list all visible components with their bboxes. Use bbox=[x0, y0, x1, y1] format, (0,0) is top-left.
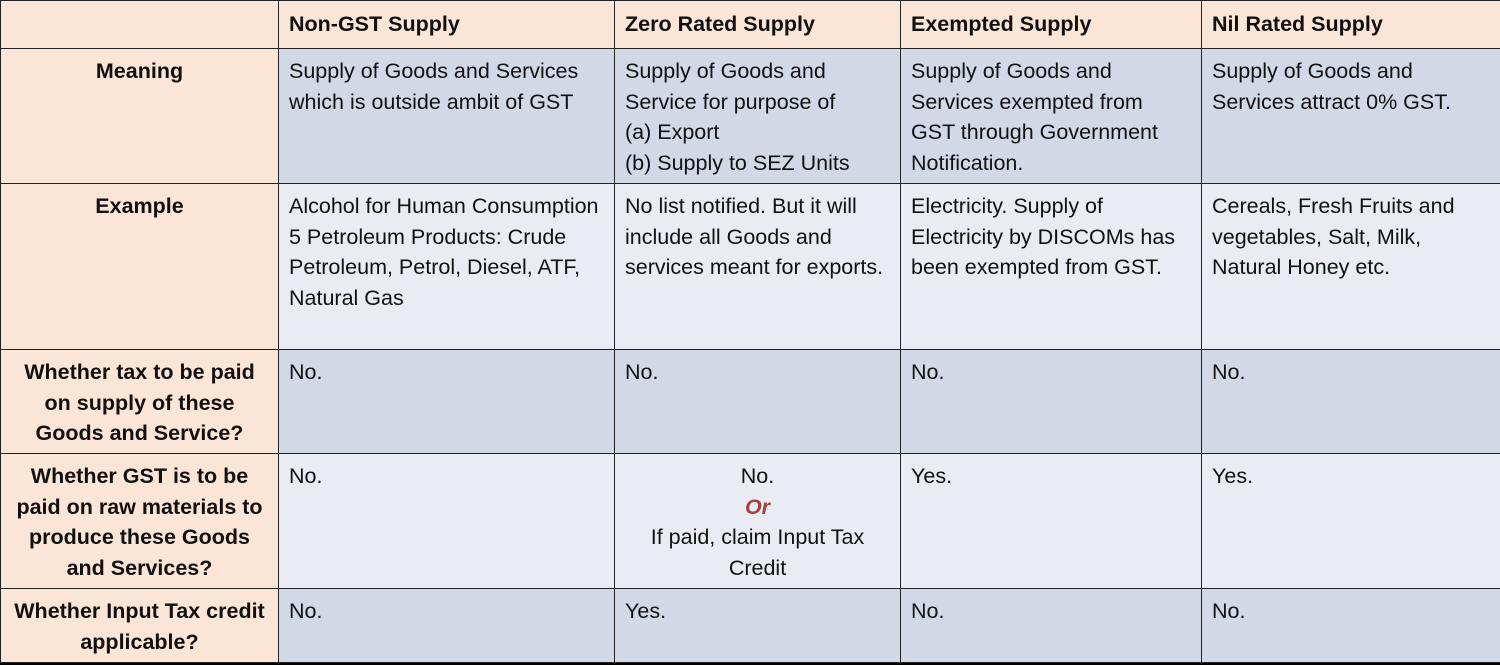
table-cell: No. bbox=[1201, 349, 1500, 454]
table-cell: No. bbox=[900, 588, 1202, 663]
cell-text: No. bbox=[289, 464, 323, 488]
table-cell: No. Or If paid, claim Input Tax Credit bbox=[614, 453, 901, 589]
row-label: Whether GST is to be paid on raw materia… bbox=[0, 453, 279, 589]
table-cell: Alcohol for Human Consumption 5 Petroleum… bbox=[278, 183, 615, 350]
cell-text: 5 Petroleum Products: Crude Petroleum, P… bbox=[289, 224, 581, 310]
column-header: Zero Rated Supply bbox=[614, 0, 901, 49]
table-row: Example Alcohol for Human Consumption 5 Pe… bbox=[0, 183, 1500, 350]
table-cell: No list notified. But it will include al… bbox=[614, 183, 901, 350]
cell-text: No. bbox=[289, 360, 323, 384]
cell-text: Yes. bbox=[625, 599, 667, 623]
cell-text: Alcohol for Human Consumption bbox=[289, 194, 599, 218]
row-label: Whether tax to be paid on supply of thes… bbox=[0, 349, 279, 454]
cell-text: Or bbox=[744, 494, 771, 519]
table-cell: Supply of Goods and Service for purpose … bbox=[614, 48, 901, 184]
cell-text: Yes. bbox=[1212, 464, 1254, 488]
cell-text: (a) Export bbox=[625, 120, 720, 144]
cell-text: Supply of Goods and Service for purpose … bbox=[625, 59, 836, 114]
row-label: Example bbox=[0, 183, 279, 350]
table-cell: Supply of Goods and Services attract 0% … bbox=[1201, 48, 1500, 184]
table-row: Whether tax to be paid on supply of thes… bbox=[0, 349, 1500, 454]
column-header: Exempted Supply bbox=[900, 0, 1202, 49]
table-cell: Yes. bbox=[900, 453, 1202, 589]
cell-text: (b) Supply to SEZ Units bbox=[625, 150, 850, 175]
cell-text: No. bbox=[289, 599, 323, 623]
table-row: Meaning Supply of Goods and Services whic… bbox=[0, 48, 1500, 184]
row-label: Whether Input Tax credit applicable? bbox=[0, 588, 279, 663]
table-cell: No. bbox=[278, 588, 615, 663]
cell-text: Cereals, Fresh Fruits and vegetables, Sa… bbox=[1212, 194, 1455, 279]
table-cell: No. bbox=[1201, 588, 1500, 663]
column-header: Nil Rated Supply bbox=[1201, 0, 1500, 49]
table-cell: Yes. bbox=[614, 588, 901, 663]
cell-text: Supply of Goods and Services attract 0% … bbox=[1212, 59, 1451, 114]
table-cell: No. bbox=[900, 349, 1202, 454]
table-cell: Cereals, Fresh Fruits and vegetables, Sa… bbox=[1201, 183, 1500, 350]
table-row: Whether Input Tax credit applicable? No. Y… bbox=[0, 588, 1500, 663]
cell-text: No. bbox=[1212, 360, 1246, 384]
cell-text: Supply of Goods and Services which is ou… bbox=[289, 59, 579, 114]
cell-text: Supply of Goods and Services exempted fr… bbox=[911, 59, 1158, 175]
cell-text: No. bbox=[911, 360, 945, 384]
cell-text: Electricity. Supply of Electricity by DI… bbox=[911, 194, 1176, 279]
column-header: Non-GST Supply bbox=[278, 0, 615, 49]
cell-text: No. bbox=[1212, 599, 1246, 623]
cell-text: No. bbox=[911, 599, 945, 623]
table-cell: Supply of Goods and Services which is ou… bbox=[278, 48, 615, 184]
table-cell: No. bbox=[278, 349, 615, 454]
corner-cell bbox=[0, 0, 279, 49]
cell-text: No list notified. But it will include al… bbox=[625, 194, 884, 279]
table-cell: No. bbox=[614, 349, 901, 454]
header-row: Non-GST Supply Zero Rated Supply Exempted … bbox=[0, 0, 1500, 49]
cell-text: Yes. bbox=[911, 464, 953, 488]
row-label: Meaning bbox=[0, 48, 279, 184]
table-cell: No. bbox=[278, 453, 615, 589]
table-cell: Electricity. Supply of Electricity by DI… bbox=[900, 183, 1202, 350]
table-cell: Supply of Goods and Services exempted fr… bbox=[900, 48, 1202, 184]
cell-text: If paid, claim Input Tax Credit bbox=[650, 525, 865, 580]
table-cell: Yes. bbox=[1201, 453, 1500, 589]
cell-text: No. bbox=[625, 360, 659, 384]
table-row: Whether GST is to be paid on raw materia… bbox=[0, 453, 1500, 589]
cell-text: No. bbox=[740, 464, 775, 488]
